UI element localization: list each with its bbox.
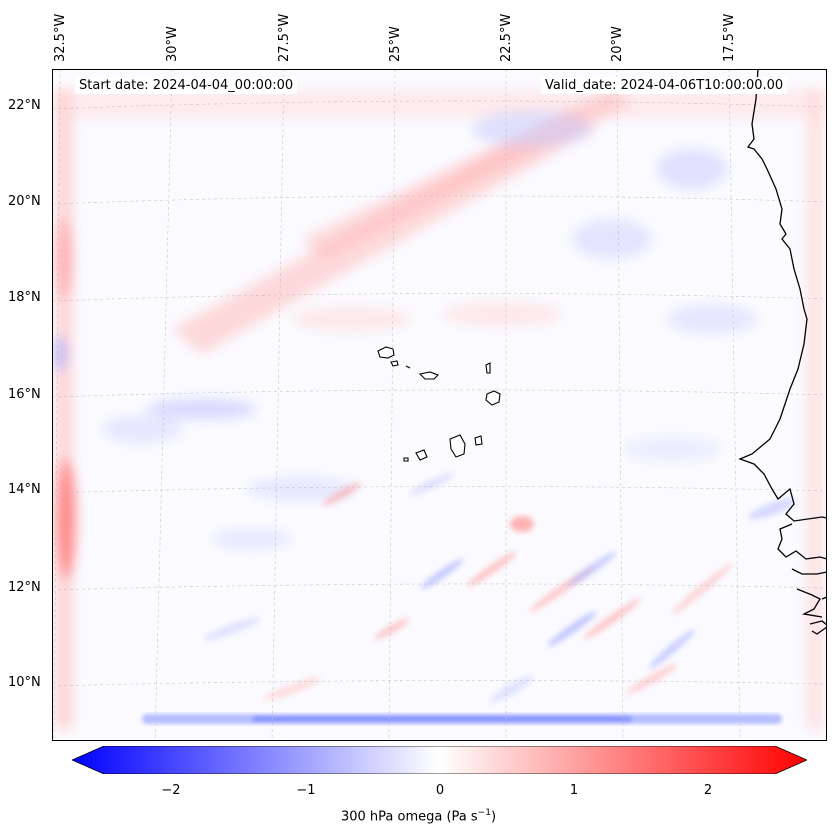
lon-label-30w: 30°W [165,26,180,62]
colorbar-tick-0: 0 [435,783,445,798]
lon-label-22-5w: 22.5°W [499,13,514,62]
lat-label-12n: 12°N [8,580,41,595]
colorbar-label-text: 300 hPa omega (Pa s [340,809,478,825]
gridlines [52,69,827,741]
colorbar-label-end: ) [490,809,497,825]
valid-date-label: Valid_date: 2024-04-06T10:00:00.00 [541,77,788,94]
omega-map [52,69,827,741]
lat-label-16n: 16°N [8,387,41,402]
colorbar-tick-2: 2 [703,783,713,798]
colorbar-tick-1: 1 [569,783,579,798]
lat-label-22n: 22°N [8,98,41,113]
start-date-label: Start date: 2024-04-04_00:00:00 [75,77,298,94]
african-coastline [738,69,827,635]
lat-label-20n: 20°N [8,194,41,209]
lon-label-17-5w: 17.5°W [722,13,737,62]
cape-verde-islands [377,346,501,462]
colorbar-tick-neg2: −2 [161,783,181,798]
colorbar-label-sup: −1 [477,808,491,818]
lon-label-27-5w: 27.5°W [277,13,292,62]
colorbar-label: 300 hPa omega (Pa s−1) [0,808,837,824]
lon-label-32-5w: 32.5°W [53,13,68,62]
map-frame [52,69,827,741]
colorbar [72,746,807,774]
lon-label-20w: 20°W [610,26,625,62]
colorbar-tick-neg1: −1 [296,783,316,798]
lon-label-25w: 25°W [388,26,403,62]
colorbar-body [72,746,807,774]
lat-label-10n: 10°N [8,675,41,690]
lat-label-14n: 14°N [8,482,41,497]
lat-label-18n: 18°N [8,290,41,305]
omega-field [52,89,827,729]
